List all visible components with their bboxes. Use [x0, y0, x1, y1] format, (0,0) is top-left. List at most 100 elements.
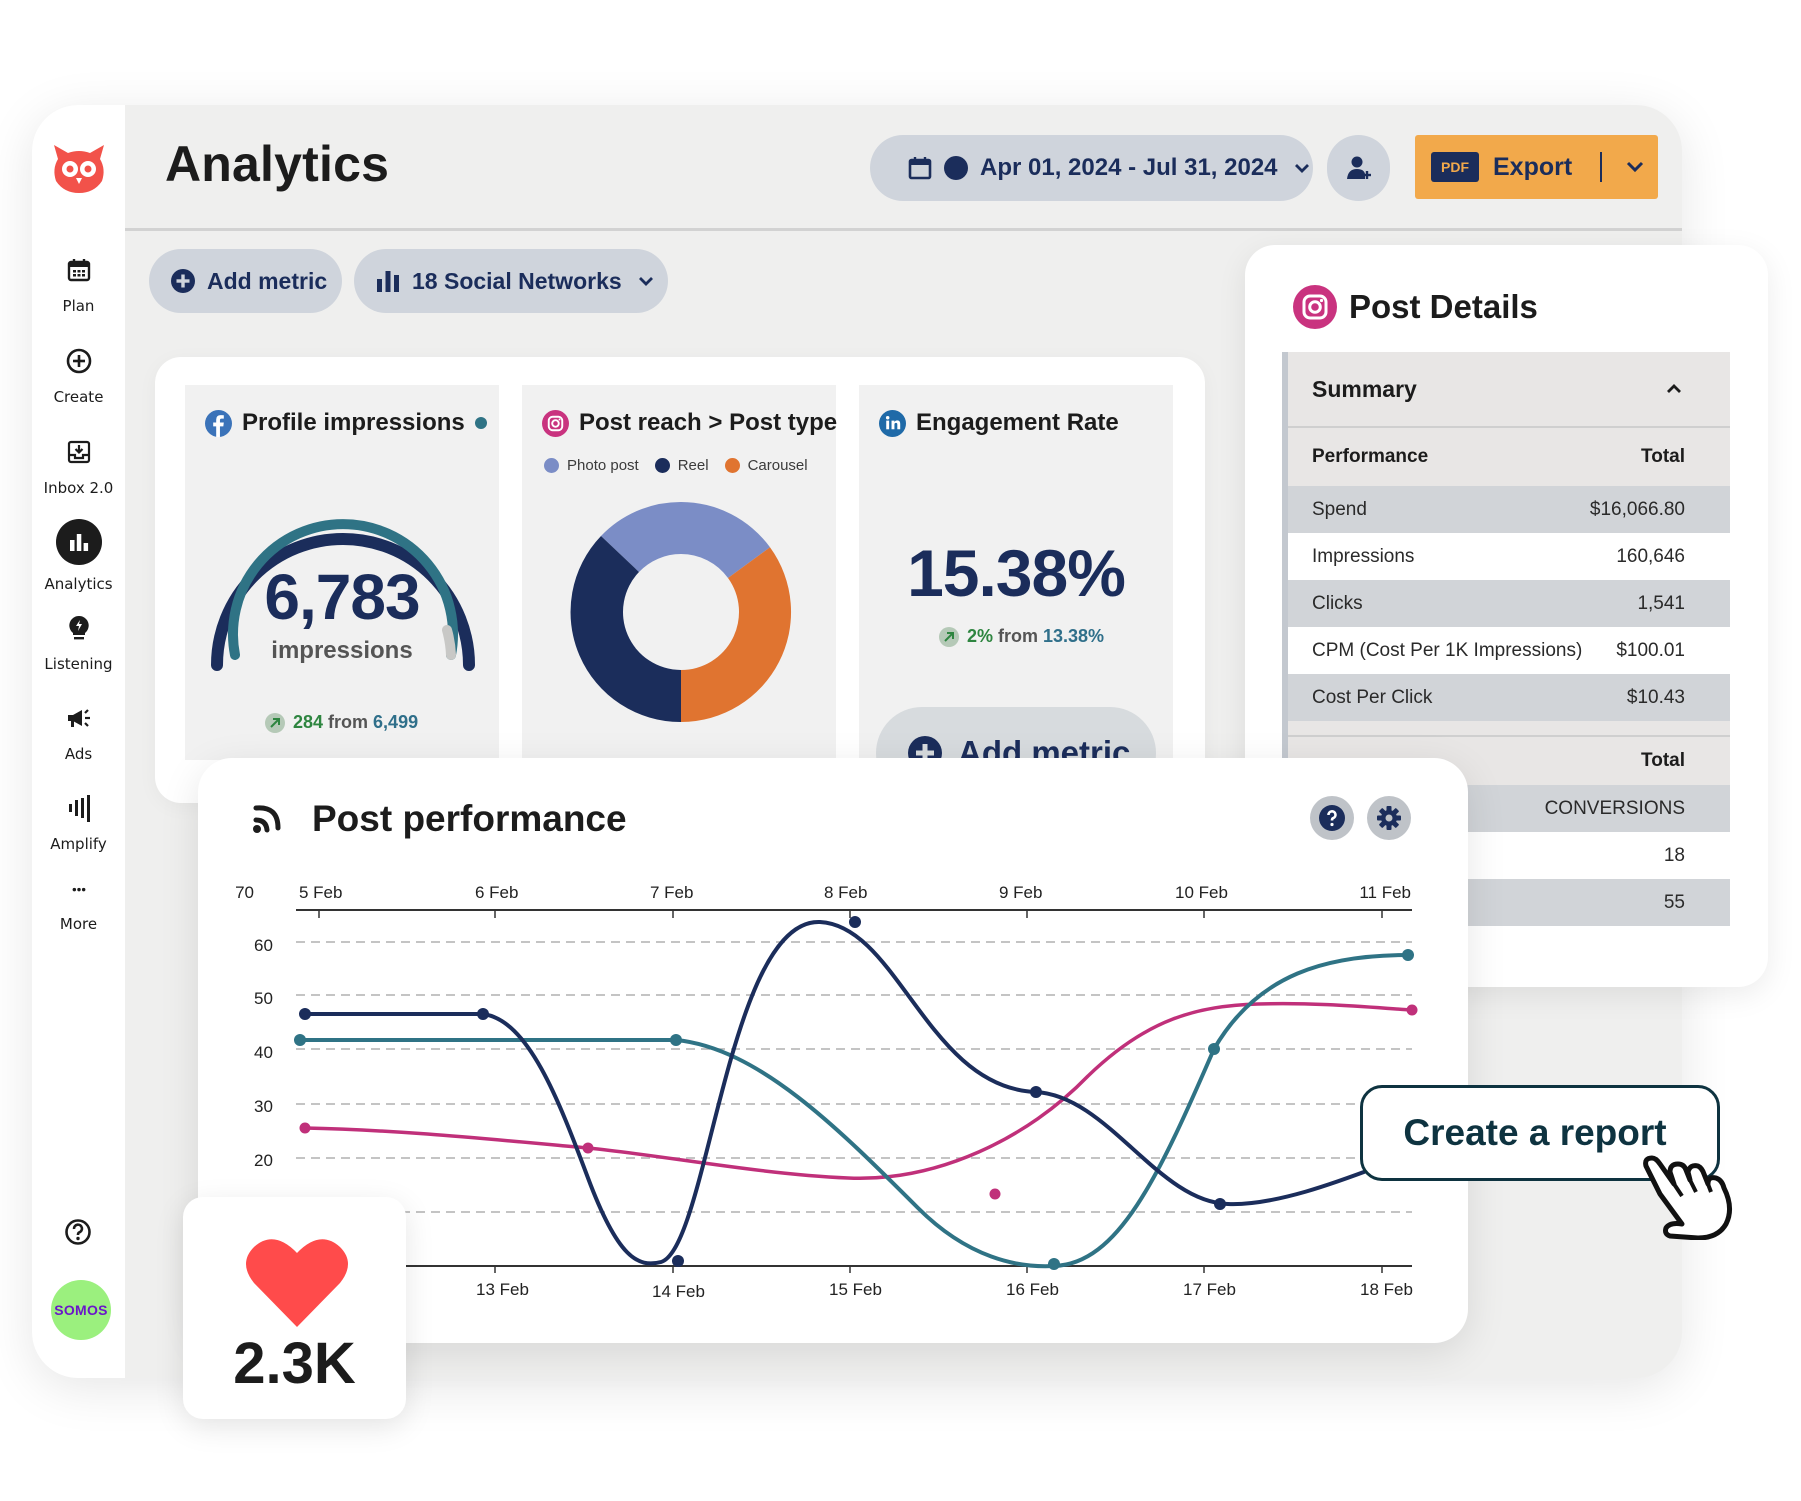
metric-title: Engagement Rate [879, 409, 1119, 437]
sidebar-item-inbox[interactable]: Inbox 2.0 [32, 437, 125, 497]
card-title: Post performance [250, 798, 627, 840]
sidebar-item-label: Amplify [50, 835, 107, 853]
amplify-icon [68, 795, 90, 822]
table-row: Impressions 160,646 [1288, 533, 1730, 580]
page-title: Analytics [165, 136, 390, 192]
megaphone-icon [67, 709, 90, 727]
sidebar-item-label: Plan [62, 297, 95, 315]
help-button[interactable] [1310, 796, 1354, 840]
gauge-chart [211, 519, 475, 671]
table-row: Spend $16,066.80 [1288, 486, 1730, 533]
trend-up-icon [265, 712, 285, 733]
bar-chart-icon [55, 519, 102, 565]
svg-text:6 Feb: 6 Feb [475, 883, 518, 902]
svg-text:7 Feb: 7 Feb [650, 883, 693, 902]
legend-item: Carousel [724, 457, 808, 474]
settings-button[interactable] [1367, 796, 1411, 840]
export-label: Export [1493, 152, 1573, 181]
divider [1600, 152, 1603, 182]
metric-card-engagement-rate[interactable]: Engagement Rate 15.38% 2% from 13.38% [859, 385, 1173, 760]
linkedin-icon [879, 409, 906, 437]
svg-text:8 Feb: 8 Feb [824, 883, 867, 902]
chevron-down-icon[interactable] [1626, 161, 1644, 173]
sidebar-item-label: More [59, 915, 98, 933]
networks-label: 18 Social Networks [412, 267, 622, 294]
svg-text:15 Feb: 15 Feb [829, 1280, 882, 1299]
plus-circle-icon [66, 348, 91, 374]
social-networks-dropdown[interactable]: 18 Social Networks [354, 249, 668, 313]
table-row: Cost Per Click $10.43 [1288, 674, 1730, 721]
owl-logo-icon[interactable] [48, 135, 110, 197]
table-row: Clicks 1,541 [1288, 580, 1730, 627]
post-performance-card: Post performance 70 60 50 40 30 20 5 Feb… [198, 758, 1468, 1343]
sidebar-item-analytics[interactable]: Analytics [32, 519, 125, 593]
svg-text:50: 50 [254, 989, 273, 1008]
pdf-badge: PDF [1431, 152, 1479, 182]
svg-text:60: 60 [254, 936, 273, 955]
help-icon [1319, 805, 1345, 831]
sidebar-item-label: Ads [64, 745, 93, 763]
chevron-up-icon [1667, 384, 1681, 393]
metric-card-profile-impressions[interactable]: Profile impressions 6,783 impressions 28… [185, 385, 499, 760]
svg-text:40: 40 [254, 1043, 273, 1062]
org-avatar[interactable]: SOMOS [51, 1280, 111, 1340]
metric-card-post-reach[interactable]: Post reach > Post type Photo post Reel C… [522, 385, 837, 760]
table-header: Performance Total [1312, 446, 1685, 467]
pointer-hand-icon [1643, 1155, 1732, 1240]
line-chart: 70 60 50 40 30 20 5 Feb 6 Feb 7 Feb 8 Fe… [235, 883, 1418, 1301]
svg-text:18 Feb: 18 Feb [1360, 1280, 1413, 1299]
svg-text:10 Feb: 10 Feb [1175, 883, 1228, 902]
summary-toggle[interactable]: Summary [1288, 352, 1730, 428]
legend-item: Photo post [544, 457, 639, 474]
more-icon [72, 887, 85, 892]
sidebar-item-amplify[interactable]: Amplify [32, 793, 125, 853]
legend-item: Reel [654, 457, 709, 474]
metric-unit: impressions [271, 637, 413, 664]
plus-circle-icon [171, 269, 195, 293]
post-details-panel: Post Details Summary Performance Total S… [1245, 245, 1768, 987]
metric-value: 6,783 [264, 561, 420, 633]
header-divider [125, 228, 1682, 231]
add-metric-button[interactable]: Add metric [149, 249, 342, 313]
sidebar-item-listening[interactable]: Listening [32, 613, 125, 673]
chart-legend: Photo post Reel Carousel [544, 457, 824, 474]
panel-title: Post Details [1293, 285, 1538, 329]
svg-text:9 Feb: 9 Feb [999, 883, 1042, 902]
chevron-down-icon [638, 277, 653, 286]
svg-text:14 Feb: 14 Feb [652, 1282, 705, 1301]
sidebar-item-plan[interactable]: Plan [32, 255, 125, 315]
summary-table: Summary Performance Total Spend $16,066.8… [1282, 352, 1730, 926]
bar-chart-icon [377, 271, 399, 292]
inbox-icon [67, 440, 90, 464]
sidebar-item-label: Analytics [44, 575, 113, 593]
status-dot [944, 156, 968, 180]
likes-card: 2.3K [183, 1197, 406, 1419]
gear-icon [1377, 806, 1401, 830]
svg-text:17 Feb: 17 Feb [1183, 1280, 1236, 1299]
svg-text:11 Feb: 11 Feb [1359, 883, 1411, 902]
metric-title: Post reach > Post type [542, 409, 837, 437]
likes-count: 2.3K [233, 1331, 356, 1396]
svg-text:20: 20 [254, 1151, 273, 1170]
performance-icon [253, 805, 281, 833]
export-button[interactable]: PDF Export [1415, 135, 1658, 199]
trend-up-icon [939, 626, 959, 647]
date-range-picker[interactable]: Apr 01, 2024 - Jul 31, 2024 [870, 135, 1313, 201]
sidebar: Plan Create Inbox 2.0 Analytics Listenin… [32, 105, 125, 1378]
spacer [1288, 721, 1730, 735]
sidebar-item-more[interactable]: More [32, 883, 125, 933]
calendar-icon [908, 157, 932, 180]
svg-text:13 Feb: 13 Feb [476, 1280, 529, 1299]
add-user-icon [1346, 156, 1371, 179]
help-icon[interactable] [63, 1217, 93, 1247]
instagram-icon [1293, 285, 1337, 329]
add-metric-label: Add metric [207, 267, 328, 294]
add-user-button[interactable] [1327, 135, 1390, 201]
series-dot [474, 417, 487, 429]
sidebar-item-label: Inbox 2.0 [43, 479, 114, 497]
metric-value: 15.38% [907, 536, 1126, 610]
facebook-icon [205, 409, 232, 437]
sidebar-item-create[interactable]: Create [32, 346, 125, 406]
sidebar-item-ads[interactable]: Ads [32, 703, 125, 763]
calendar-icon [67, 259, 90, 282]
